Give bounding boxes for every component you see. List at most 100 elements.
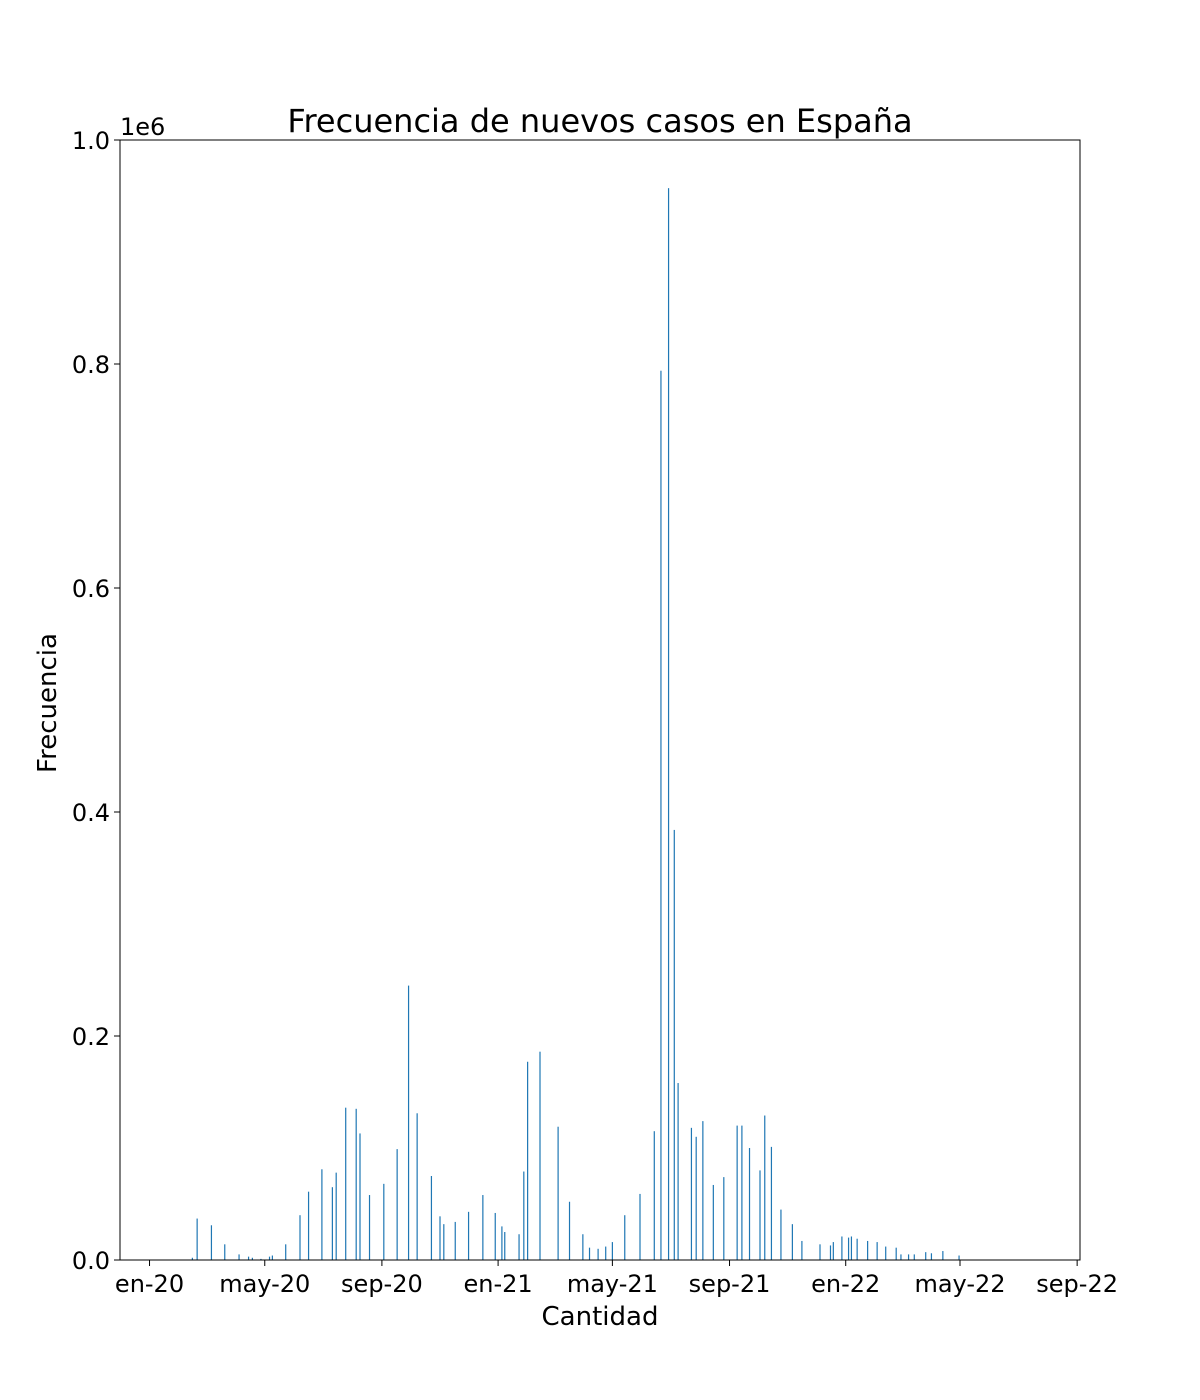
bar bbox=[335, 1172, 337, 1260]
bar bbox=[695, 1136, 697, 1260]
plot-frame bbox=[119, 139, 1081, 1261]
bar bbox=[527, 1061, 529, 1260]
x-tick-label: en-20 bbox=[115, 1270, 184, 1298]
x-tick-label: sep-20 bbox=[341, 1270, 423, 1298]
bar bbox=[913, 1254, 915, 1260]
bar bbox=[345, 1107, 347, 1260]
bar bbox=[439, 1216, 441, 1260]
bar bbox=[847, 1237, 850, 1260]
bar bbox=[832, 1242, 834, 1260]
bar bbox=[247, 1256, 250, 1260]
bar bbox=[791, 1224, 793, 1260]
bar bbox=[819, 1244, 821, 1260]
bar bbox=[764, 1115, 766, 1260]
y-tick-label: 0.6 bbox=[72, 575, 110, 603]
bar bbox=[690, 1127, 693, 1260]
bar bbox=[251, 1257, 253, 1260]
bar bbox=[467, 1211, 470, 1260]
x-tick-label: sep-21 bbox=[689, 1270, 771, 1298]
bar bbox=[307, 1191, 310, 1260]
bar bbox=[639, 1193, 641, 1260]
bar bbox=[958, 1255, 960, 1260]
x-tick-label: en-22 bbox=[811, 1270, 880, 1298]
bar bbox=[930, 1253, 933, 1260]
x-tick-label: may-21 bbox=[567, 1270, 658, 1298]
bar bbox=[321, 1169, 323, 1260]
bar bbox=[355, 1108, 357, 1260]
x-tick-label: may-20 bbox=[219, 1270, 310, 1298]
bar bbox=[501, 1226, 503, 1260]
bar bbox=[383, 1183, 385, 1260]
bar bbox=[238, 1254, 240, 1260]
bar bbox=[624, 1215, 626, 1260]
bar bbox=[907, 1254, 910, 1260]
y-offset-label: 1e6 bbox=[120, 113, 165, 141]
bar bbox=[885, 1246, 887, 1260]
x-tick-label: sep-22 bbox=[1036, 1270, 1118, 1298]
bar bbox=[359, 1133, 361, 1260]
bar bbox=[829, 1245, 832, 1260]
bar bbox=[557, 1126, 559, 1260]
bar bbox=[285, 1244, 287, 1260]
x-tick-label: may-22 bbox=[914, 1270, 1005, 1298]
bar bbox=[653, 1131, 655, 1260]
bar bbox=[504, 1232, 506, 1260]
bar bbox=[660, 370, 662, 1261]
bar bbox=[582, 1234, 584, 1260]
bar bbox=[801, 1240, 803, 1260]
bar bbox=[876, 1242, 878, 1260]
bar bbox=[748, 1148, 751, 1260]
bar bbox=[611, 1242, 613, 1260]
bar bbox=[736, 1125, 738, 1260]
bar bbox=[416, 1113, 418, 1260]
bar bbox=[407, 985, 410, 1260]
bar bbox=[191, 1257, 193, 1260]
bar bbox=[942, 1251, 944, 1260]
bar bbox=[482, 1195, 484, 1260]
bar bbox=[867, 1240, 869, 1260]
bar bbox=[677, 1083, 679, 1260]
y-axis: 0.0 0.2 0.4 0.6 0.8 1.0 bbox=[72, 127, 120, 1275]
bar bbox=[895, 1247, 897, 1260]
y-tick-label: 0.2 bbox=[72, 1023, 110, 1051]
bar bbox=[759, 1170, 761, 1260]
y-tick-label: 0.4 bbox=[72, 799, 110, 827]
bar bbox=[850, 1236, 853, 1260]
x-tick-label: en-21 bbox=[464, 1270, 533, 1298]
bar bbox=[224, 1244, 226, 1260]
chart-title: Frecuencia de nuevos casos en España bbox=[287, 102, 912, 140]
bar bbox=[568, 1201, 571, 1260]
bar bbox=[396, 1149, 398, 1260]
bar bbox=[856, 1238, 858, 1260]
bar bbox=[430, 1176, 433, 1260]
y-tick-label: 1.0 bbox=[72, 127, 110, 155]
bar bbox=[712, 1184, 714, 1260]
bar bbox=[770, 1146, 773, 1260]
bar bbox=[196, 1218, 198, 1260]
bar bbox=[780, 1209, 782, 1260]
bar bbox=[723, 1177, 725, 1260]
bar bbox=[673, 829, 675, 1260]
bar bbox=[667, 188, 670, 1260]
bar bbox=[368, 1195, 371, 1260]
bar bbox=[597, 1248, 599, 1260]
bar bbox=[523, 1171, 525, 1260]
y-axis-label: Frecuencia bbox=[33, 633, 63, 773]
x-axis: en-20 may-20 sep-20 en-21 may-21 sep-21 en-22 m… bbox=[115, 1260, 1118, 1298]
y-tick-label: 0.0 bbox=[72, 1247, 110, 1275]
y-tick-label: 0.8 bbox=[72, 351, 110, 379]
bar bbox=[841, 1236, 843, 1260]
bar bbox=[454, 1221, 456, 1260]
bar bbox=[588, 1247, 591, 1260]
bar bbox=[331, 1187, 333, 1260]
bar bbox=[210, 1225, 213, 1260]
bar bbox=[900, 1254, 902, 1260]
bar bbox=[299, 1215, 301, 1260]
bar bbox=[539, 1051, 541, 1260]
bar bbox=[271, 1255, 273, 1260]
bar bbox=[925, 1252, 927, 1260]
bar bbox=[268, 1256, 271, 1260]
bar bbox=[702, 1121, 704, 1260]
bar bbox=[518, 1234, 520, 1260]
